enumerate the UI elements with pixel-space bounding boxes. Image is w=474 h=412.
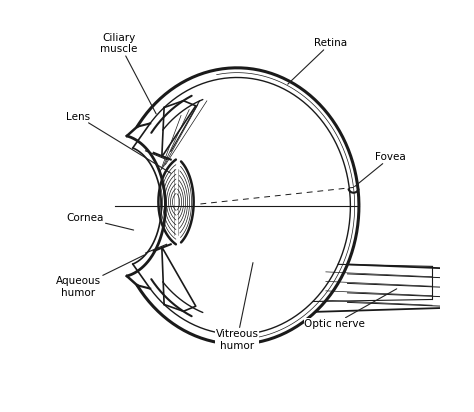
Text: Ciliary
muscle: Ciliary muscle (100, 33, 156, 114)
Text: Vitreous
humor: Vitreous humor (216, 262, 258, 351)
Text: Fovea: Fovea (355, 152, 406, 187)
Text: Cornea: Cornea (66, 213, 134, 230)
Text: Lens: Lens (66, 112, 171, 173)
Text: Retina: Retina (288, 38, 347, 84)
Text: Optic nerve: Optic nerve (304, 289, 397, 329)
Text: Aqueous
humor: Aqueous humor (56, 255, 144, 298)
